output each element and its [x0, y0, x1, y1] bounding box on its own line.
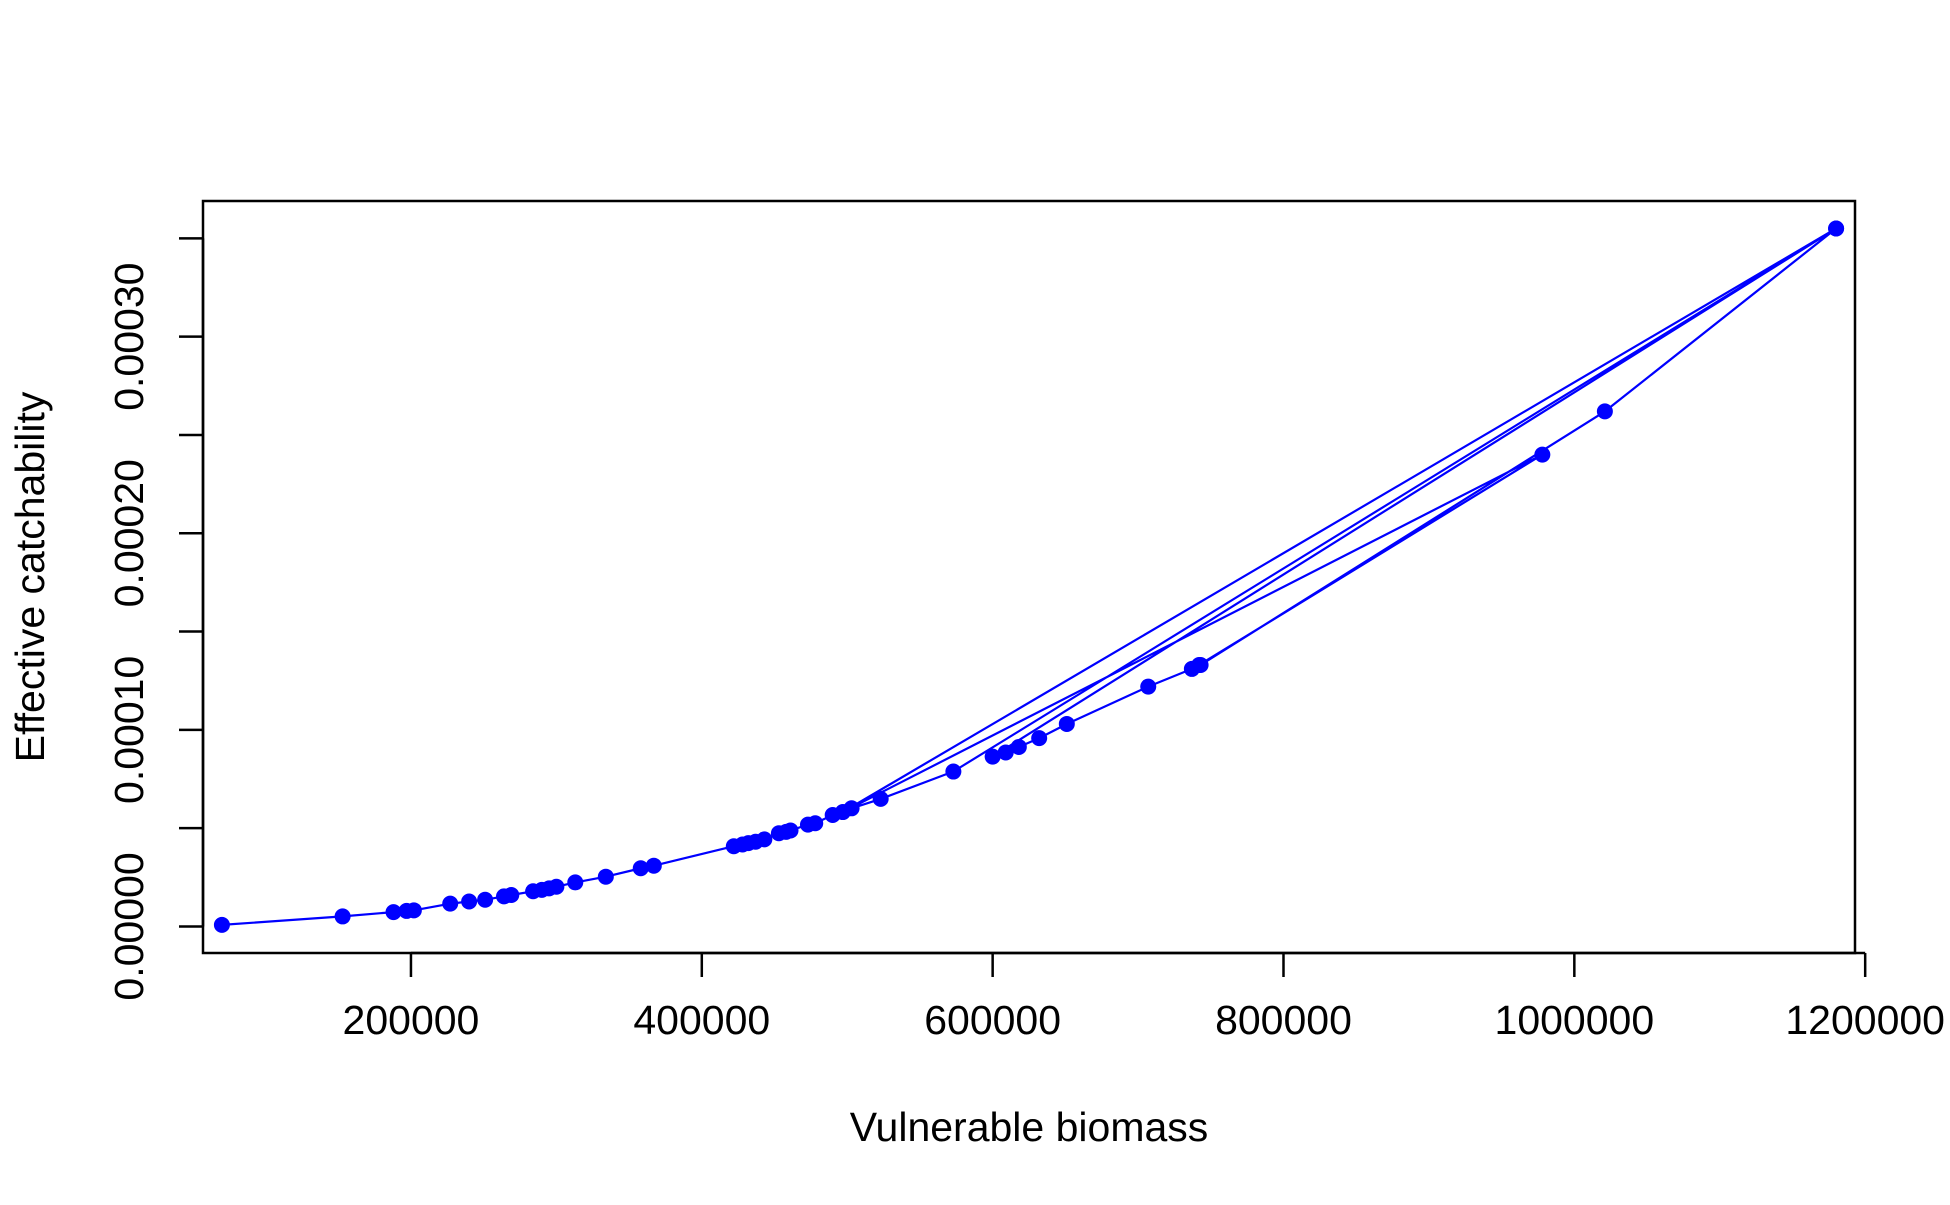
data-point — [405, 902, 422, 919]
data-point — [461, 893, 478, 910]
data-point — [834, 804, 851, 821]
data-point — [442, 895, 459, 912]
data-point — [477, 891, 494, 908]
plot-frame — [201, 199, 1857, 955]
series-line — [221, 227, 1838, 926]
data-point — [645, 857, 662, 874]
y-axis-title: Effective catchability — [7, 391, 53, 762]
data-point — [597, 868, 614, 885]
x-tick-label: 600000 — [924, 997, 1061, 1043]
x-axis: 200000 400000 600000 800000 1000000 1200000 — [343, 951, 1945, 1043]
data-point — [213, 916, 230, 933]
data-point — [567, 874, 584, 891]
y-tick-label: 0.00000 — [106, 852, 152, 1000]
x-tick-label: 1200000 — [1785, 997, 1945, 1043]
data-point — [872, 790, 889, 807]
data-point — [1828, 220, 1845, 237]
y-axis: 0.00000 0.00010 0.00020 0.00030 — [106, 237, 205, 1001]
data-point — [548, 878, 565, 895]
x-tick-label: 400000 — [633, 997, 770, 1043]
data-point — [807, 815, 824, 832]
data-point — [385, 904, 402, 921]
data-point — [1596, 403, 1613, 420]
data-point — [984, 748, 1001, 765]
data-point — [756, 831, 773, 848]
data-point — [1010, 738, 1027, 755]
x-tick-label: 1000000 — [1495, 997, 1655, 1043]
data-point — [1140, 678, 1157, 695]
y-tick-label: 0.00020 — [106, 459, 152, 607]
data-point — [503, 887, 520, 904]
x-axis-title: Vulnerable biomass — [850, 1104, 1209, 1150]
x-tick-label: 200000 — [343, 997, 480, 1043]
data-point — [1192, 656, 1209, 673]
y-tick-label: 0.00030 — [106, 263, 152, 411]
y-tick-label: 0.00010 — [106, 656, 152, 804]
data-point — [782, 822, 799, 839]
data-point — [1534, 446, 1551, 463]
data-point — [997, 744, 1014, 761]
data-point — [632, 860, 649, 877]
data-point — [1058, 715, 1075, 732]
data-point — [1031, 730, 1048, 747]
data-point — [945, 763, 962, 780]
x-tick-label: 800000 — [1215, 997, 1352, 1043]
data-point — [334, 908, 351, 925]
series-layer — [213, 220, 1845, 933]
